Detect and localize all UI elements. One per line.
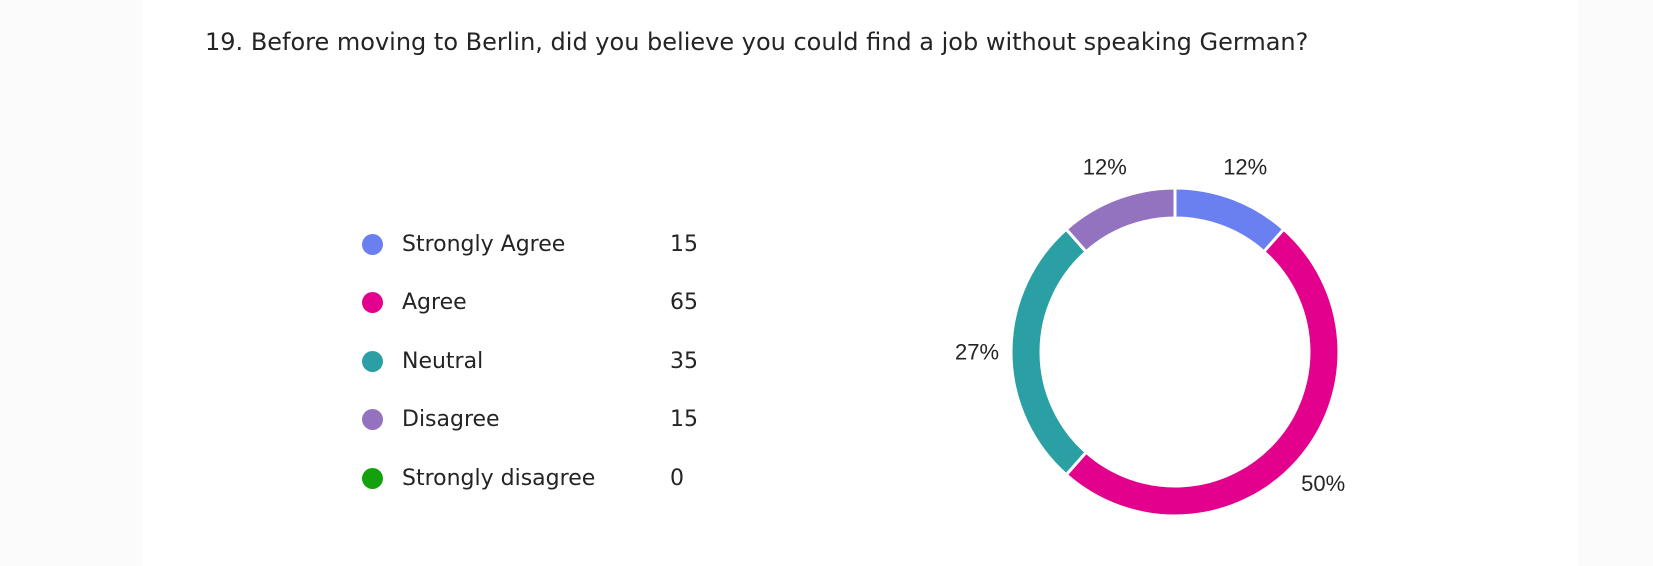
question-title: 19. Before moving to Berlin, did you bel… — [205, 24, 1308, 60]
legend-item: Agree 65 — [362, 274, 722, 333]
donut-percent-label: 27% — [955, 340, 999, 365]
legend-label: Agree — [402, 290, 467, 316]
legend-color-swatch — [362, 467, 383, 489]
legend-label: Disagree — [402, 407, 500, 433]
legend-label: Neutral — [402, 348, 484, 374]
legend-color-swatch — [362, 350, 383, 372]
legend-label: Strongly Agree — [402, 231, 566, 257]
legend-count: 15 — [670, 407, 698, 433]
donut-percent-label: 12% — [1223, 154, 1267, 179]
legend-count: 65 — [670, 290, 698, 316]
legend-color-swatch — [362, 409, 383, 431]
legend-item: Strongly Agree 15 — [362, 215, 722, 274]
legend-item: Neutral 35 — [362, 332, 722, 391]
legend-count: 15 — [670, 231, 698, 257]
legend-item: Strongly disagree 0 — [362, 449, 722, 508]
donut-slice-strongly-agree[interactable] — [1173, 186, 1286, 254]
donut-slice-neutral[interactable] — [1009, 227, 1089, 477]
question-text: Before moving to Berlin, did you believe… — [250, 28, 1309, 56]
donut-percent-label: 50% — [1301, 471, 1345, 496]
legend-count: 35 — [670, 348, 698, 374]
legend-color-swatch — [362, 233, 383, 255]
question-number: 19. — [205, 28, 244, 56]
donut-labels: 12% 50% 27% 12% — [955, 154, 1345, 495]
donut-slice-agree[interactable] — [1064, 227, 1341, 518]
donut-percent-label: 12% — [1083, 154, 1127, 179]
chart-legend: Strongly Agree 15 Agree 65 Neutral 35 Disagree… — [362, 215, 722, 508]
legend-count: 0 — [670, 465, 684, 491]
donut-slice-disagree[interactable] — [1064, 186, 1177, 254]
legend-label: Strongly disagree — [402, 465, 596, 491]
donut-chart: 12% 50% 27% 12% — [955, 154, 1345, 518]
legend-item: Disagree 15 — [362, 391, 722, 450]
donut-slices — [1009, 186, 1341, 518]
question-card — [143, 0, 1578, 566]
legend-color-swatch — [362, 292, 383, 314]
